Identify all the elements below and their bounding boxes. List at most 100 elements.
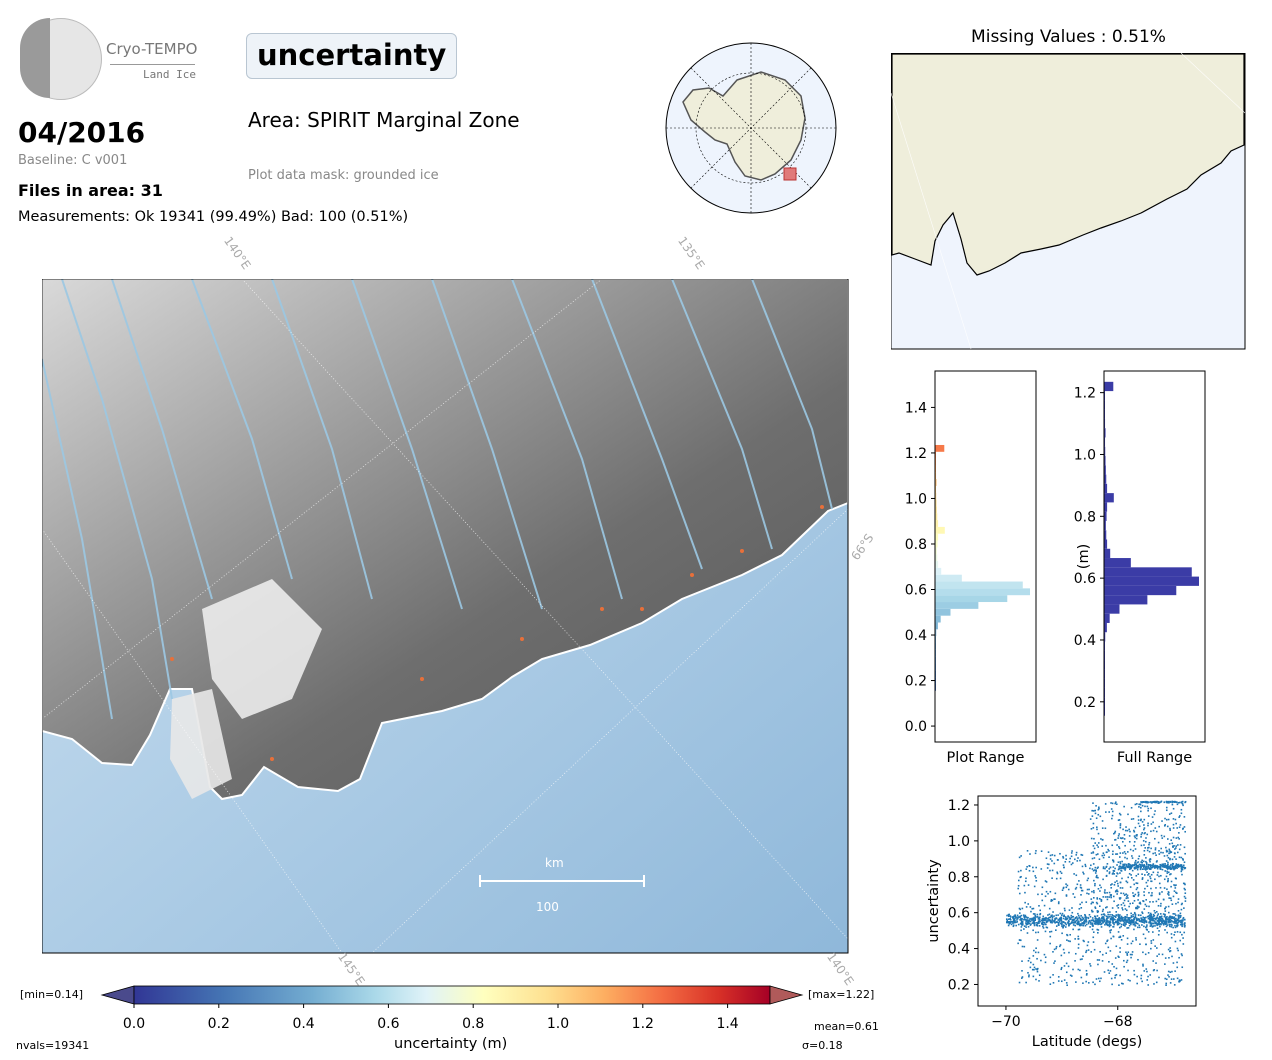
scatter-point [1130,877,1133,879]
scatter-point [1120,925,1123,928]
scatter-point [1136,803,1138,805]
histogram-bar [1104,520,1106,531]
scatter-point [1143,828,1145,831]
scatter-point [1148,859,1151,861]
scatter-point [1130,916,1133,918]
scatter-point [1130,923,1132,926]
scatter-point [1145,865,1148,867]
scatter-point [1146,929,1149,931]
scatter-point [1165,982,1168,985]
scatter-point [1132,892,1134,894]
scatter-point [1020,921,1023,923]
scatter-point [1173,856,1176,858]
scatter-point [1151,926,1154,928]
scatter-point [1116,905,1118,907]
y-tick-label: 0.8 [905,537,927,553]
scatter-point [1062,887,1065,890]
scatter-point [1144,805,1146,808]
scatter-point [1017,884,1020,887]
scatter-point [1139,806,1142,809]
scatter-point [1074,858,1076,861]
scatter-point [1098,806,1100,809]
scatter-point [1102,913,1105,916]
scatter-point [1059,870,1062,873]
scatter-point [1013,919,1016,921]
scatter-point [1113,873,1115,875]
scatter-point [1133,829,1135,832]
y-tick-label: 0.8 [948,870,970,886]
scatter-point [1109,931,1112,934]
scatter-point [1152,922,1155,925]
scatter-point [1047,914,1049,916]
scatter-point [1091,910,1094,913]
scatter-point [1154,847,1157,849]
scatter-point [1099,980,1101,983]
scatter-point [1144,800,1147,803]
scatter-point [1065,962,1068,965]
scatter-point [1136,918,1138,920]
scatter-point [1146,833,1149,836]
scatter-point [1109,911,1111,913]
scatter-point [1113,922,1115,924]
scatter-point [1048,907,1051,910]
scatter-point [1093,847,1096,850]
scatter-point [1077,912,1079,915]
scatter-point [1140,844,1143,847]
scatter-point [1135,939,1137,941]
scatter-point [1119,881,1122,884]
scatter-point [1126,829,1129,832]
scatter-point [1155,911,1158,913]
scatter-point [1117,819,1120,822]
scatter-point [1184,888,1186,891]
scatter-point [1143,918,1146,920]
y-tick-label: 1.0 [905,491,927,507]
scatter-point [1169,865,1171,867]
scatter-point [1010,923,1013,926]
scatter-point [1135,864,1137,866]
scatter-point [1060,980,1063,983]
scatter-point [1125,880,1128,883]
scatter-point [1151,816,1154,818]
scatter-point [1008,922,1011,925]
scatter-point [1176,803,1179,806]
scatter-point [1089,818,1092,820]
scatter-point [1087,917,1090,920]
scatter-point [1068,916,1071,919]
scatter-point [1111,913,1113,916]
colorbar-tick-label: 0.8 [462,1016,484,1032]
colorbar-tick-label: 1.0 [547,1016,569,1032]
scatter-point [1059,912,1062,915]
scatter-point [1096,897,1098,899]
scatter-point [1085,916,1087,919]
scatter-point [1146,924,1148,926]
scatter-point [1165,865,1168,868]
scatter-point [1063,907,1066,910]
scatter-point [1074,938,1076,940]
scatter-point [1028,974,1030,976]
scatter-point [1068,909,1071,911]
scatter-point [1062,921,1065,923]
scatter-point [1078,920,1080,923]
scatter-point [1100,926,1103,928]
scatter-point [1182,918,1184,920]
scatter-point [1079,923,1082,925]
scatter-point [1126,857,1128,860]
scatter-point [1150,807,1152,810]
logo-divider [110,64,195,65]
scatter-point [1166,888,1168,891]
scatter-point [1172,863,1174,865]
scatter-point [1147,874,1149,876]
scatter-point [1111,883,1113,885]
scatter-point [1086,879,1089,882]
scatter-point [1173,922,1176,924]
scatter-point [1162,913,1165,915]
scatter-point [1158,893,1161,896]
scatter-point [1130,874,1132,876]
scatter-point [1054,922,1056,924]
scatter-point [1124,844,1126,847]
scatter-point [1093,857,1096,859]
scatter-point [1141,861,1143,864]
scatter-point [1059,877,1062,880]
scatter-point [1107,848,1109,851]
scatter-point [1153,801,1155,803]
